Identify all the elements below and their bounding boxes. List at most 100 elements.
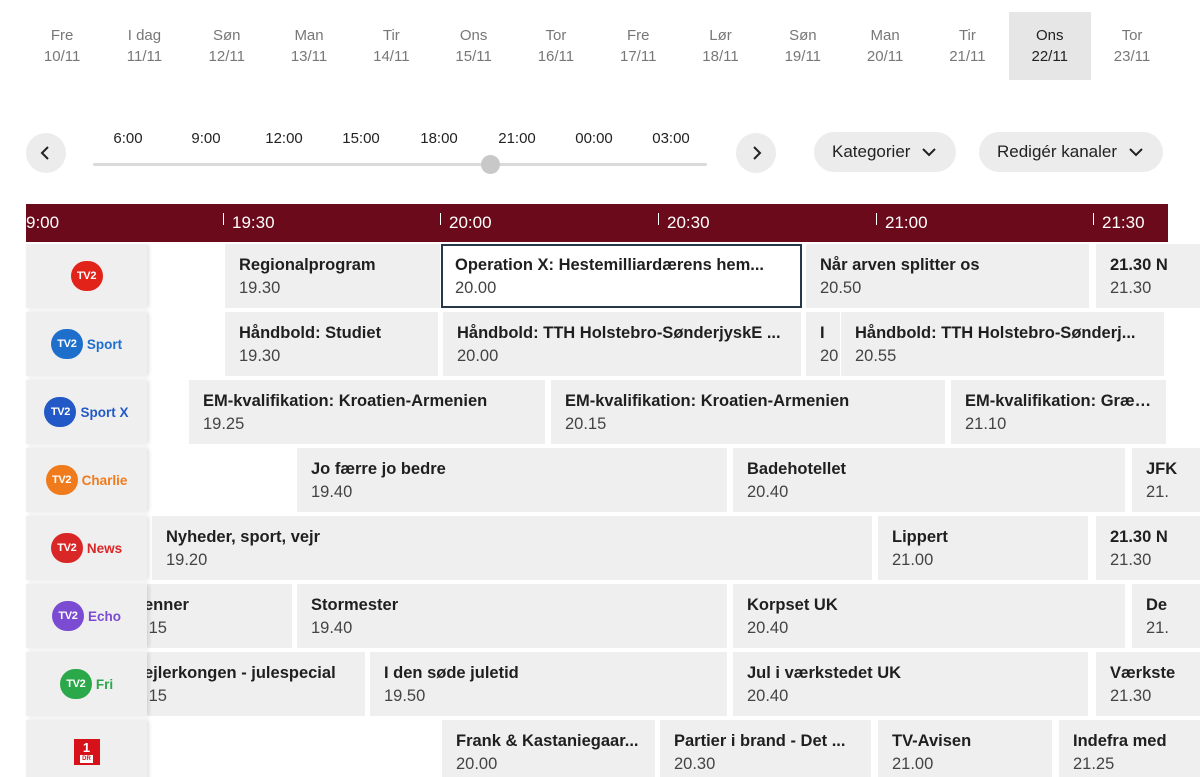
categories-dropdown[interactable]: Kategorier	[814, 132, 957, 172]
channel-logo-tv2-sport-x[interactable]: TV2 Sport X	[26, 380, 147, 444]
program-cell[interactable]: Lippert 21.00	[878, 516, 1088, 580]
program-time: 20.40	[747, 483, 789, 501]
program-cell[interactable]: Korpset UK 20.40	[733, 584, 1125, 648]
channel-row: Regionalprogram 19.30 Operation X: Hestemi…	[0, 244, 1200, 308]
program-time: 20.55	[855, 347, 897, 365]
program-time: 20.15	[565, 415, 607, 433]
day-tab[interactable]: Søn 19/11	[762, 12, 844, 80]
program-cell[interactable]: Operation X: Hestemilliardærens hem... 20…	[441, 244, 802, 308]
program-title: Korpset UK	[747, 596, 838, 614]
channel-logo-tv2-charlie[interactable]: TV2 Charlie	[26, 448, 147, 512]
program-title: 21.30 N	[1110, 528, 1168, 546]
program-cell[interactable]: Indefra med 21.25	[1059, 720, 1200, 777]
time-slider-track[interactable]	[93, 163, 707, 166]
day-tab[interactable]: Man 13/11	[268, 12, 350, 80]
program-title: I	[820, 324, 825, 342]
program-cell[interactable]: De 21.	[1132, 584, 1200, 648]
channel-logo: TV2 Sport	[50, 329, 122, 359]
program-time: 20.50	[820, 279, 862, 297]
tv2-badge-icon: TV2	[44, 397, 77, 427]
program-cell[interactable]: Frank & Kastaniegaar... 20.00	[442, 720, 655, 777]
next-button[interactable]	[736, 133, 776, 173]
program-cell[interactable]: I 20	[806, 312, 840, 376]
program-cell[interactable]: Værkste 21.30	[1096, 652, 1200, 716]
channel-row: Jo færre jo bedre 19.40 Badehotellet 20.40 J…	[0, 448, 1200, 512]
day-date: 20/11	[866, 48, 904, 65]
day-tab[interactable]: Fre 10/11	[21, 12, 103, 80]
channel-logo: TV2 News	[50, 533, 123, 563]
day-date: 21/11	[949, 48, 986, 65]
program-title: EM-kvalifikation: Kroatien-Armenien	[203, 392, 488, 410]
program-title: JFK	[1146, 460, 1178, 478]
program-title: Håndbold: TTH Holstebro-SønderjyskE ...	[457, 324, 781, 342]
program-time: 21.30	[1110, 279, 1152, 297]
slider-tick-label: 9:00	[191, 130, 221, 147]
program-time: 19.20	[166, 551, 208, 569]
program-cell[interactable]: TV-Avisen 21.00	[878, 720, 1052, 777]
channel-logo-dr1[interactable]: 1 DR	[26, 720, 147, 777]
program-title: Operation X: Hestemilliardærens hem...	[455, 256, 765, 274]
day-date: 18/11	[702, 48, 739, 65]
chevron-down-icon	[922, 148, 937, 157]
day-tab[interactable]: Tir 14/11	[350, 12, 432, 80]
program-cell[interactable]: Jul i værkstedet UK 20.40	[733, 652, 1088, 716]
channel-logo-tv2[interactable]: TV2	[26, 244, 147, 308]
channel-logo: TV2	[70, 261, 103, 291]
channel-logo-tv2-echo[interactable]: TV2 Echo	[26, 584, 147, 648]
day-tab[interactable]: Ons 15/11	[432, 12, 514, 80]
tv2-badge-icon: TV2	[70, 261, 103, 291]
program-cell[interactable]: I den søde juletid 19.50	[370, 652, 727, 716]
day-tab[interactable]: Søn 12/11	[186, 12, 268, 80]
time-slider-thumb[interactable]	[481, 155, 500, 174]
channel-name: News	[86, 540, 123, 556]
program-cell[interactable]: enner .15	[130, 584, 292, 648]
program-cell[interactable]: Håndbold: Studiet 19.30	[225, 312, 438, 376]
channel-logo: TV2 Charlie	[45, 465, 127, 495]
slider-tick-label: 03:00	[652, 130, 690, 147]
day-tab[interactable]: Lør 18/11	[679, 12, 761, 80]
program-cell[interactable]: Når arven splitter os 20.50	[806, 244, 1089, 308]
program-title: Håndbold: TTH Holstebro-Sønderj...	[855, 324, 1136, 342]
program-title: Nyheder, sport, vejr	[166, 528, 321, 546]
program-time: 21.	[1146, 483, 1169, 501]
edit-channels-label: Redigér kanaler	[997, 142, 1118, 161]
day-tab[interactable]: Man 20/11	[844, 12, 926, 80]
day-tab[interactable]: Ons 22/11	[1008, 12, 1091, 80]
day-tab[interactable]: Tir 21/11	[926, 12, 1008, 80]
day-tab[interactable]: Fre 17/11	[597, 12, 679, 80]
edit-channels-dropdown[interactable]: Redigér kanaler	[979, 132, 1164, 172]
previous-button[interactable]	[26, 133, 66, 173]
tv2-badge-icon: TV2	[45, 465, 78, 495]
day-date: 17/11	[620, 48, 657, 65]
day-tab[interactable]: Tor 23/11	[1091, 12, 1173, 80]
program-cell[interactable]: ejlerkongen - julespecial .15	[130, 652, 365, 716]
program-cell[interactable]: Partier i brand - Det ... 20.30	[660, 720, 871, 777]
program-cell[interactable]: Håndbold: TTH Holstebro-SønderjyskE ... 2…	[443, 312, 801, 376]
program-title: Værkste	[1110, 664, 1176, 682]
program-cell[interactable]: 21.30 N 21.30	[1096, 516, 1200, 580]
program-cell[interactable]: Badehotellet 20.40	[733, 448, 1125, 512]
program-cell[interactable]: JFK 21.	[1132, 448, 1200, 512]
program-cell[interactable]: Håndbold: TTH Holstebro-Sønderj... 20.55	[841, 312, 1164, 376]
day-tab[interactable]: Tor 16/11	[515, 12, 597, 80]
day-tab[interactable]: I dag 11/11	[103, 12, 185, 80]
program-cell[interactable]: 21.30 N 21.30	[1096, 244, 1200, 308]
channel-name: Echo	[87, 608, 121, 624]
timeline-label: 19:30	[223, 204, 275, 242]
day-date: 23/11	[1113, 48, 1151, 65]
timeline-label: 20:30	[658, 204, 710, 242]
program-cell[interactable]: Stormester 19.40	[297, 584, 727, 648]
day-date: 12/11	[208, 48, 245, 65]
channel-logo-tv2-news[interactable]: TV2 News	[26, 516, 147, 580]
program-time: 21.30	[1110, 687, 1152, 705]
day-name: Tir	[958, 27, 976, 44]
program-cell[interactable]: EM-kvalifikation: Kroatien-Armenien 20.15	[551, 380, 945, 444]
channel-logo-tv2-sport[interactable]: TV2 Sport	[26, 312, 147, 376]
program-cell[interactable]: Regionalprogram 19.30	[225, 244, 440, 308]
program-cell[interactable]: EM-kvalifikation: Kroatien-Armenien 19.25	[189, 380, 545, 444]
program-cell[interactable]: Nyheder, sport, vejr 19.20	[152, 516, 872, 580]
channel-logo-tv2-fri[interactable]: TV2 Fri	[26, 652, 147, 716]
timeline-header: 9:00 19:30 20:00 20:30 21:00 21:30	[26, 204, 1168, 242]
program-cell[interactable]: EM-kvalifikation: Græken 21.10	[951, 380, 1166, 444]
program-cell[interactable]: Jo færre jo bedre 19.40	[297, 448, 727, 512]
